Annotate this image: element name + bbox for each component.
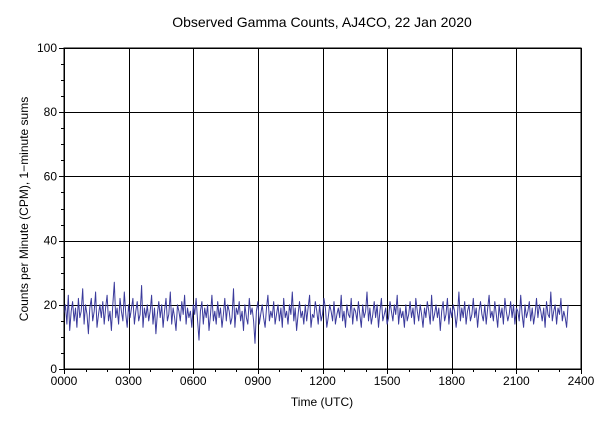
plot-frame (63, 47, 582, 370)
x-tick-label: 1500 (374, 374, 401, 388)
y-tick-label: 100 (37, 41, 57, 55)
x-tick-label: 2100 (503, 374, 530, 388)
x-tick-label: 0300 (115, 374, 142, 388)
x-tick-label: 0600 (180, 374, 207, 388)
x-tick-label: 2400 (568, 374, 595, 388)
y-tick-labels: 0 20 40 60 80 100 (37, 41, 57, 376)
x-axis-label: Time (UTC) (291, 395, 353, 409)
series-layer (63, 281, 569, 344)
axis-ticks (59, 48, 582, 374)
x-tick-label: 0000 (51, 374, 78, 388)
chart-title: Observed Gamma Counts, AJ4CO, 22 Jan 202… (172, 14, 472, 30)
y-tick-label: 80 (44, 105, 58, 119)
y-tick-label: 40 (44, 234, 58, 248)
x-tick-label: 1200 (309, 374, 336, 388)
x-tick-label: 0900 (245, 374, 272, 388)
series-line-0 (63, 281, 569, 344)
y-tick-label: 60 (44, 169, 58, 183)
y-tick-label: 0 (50, 362, 57, 376)
grid (64, 48, 582, 370)
y-tick-label: 20 (44, 298, 58, 312)
x-tick-label: 1800 (438, 374, 465, 388)
x-tick-labels: 0000 0300 0600 0900 1200 1500 1800 2100 2400 (51, 374, 595, 388)
y-axis-label: Counts per Minute (CPM), 1−minute sums (17, 97, 31, 321)
